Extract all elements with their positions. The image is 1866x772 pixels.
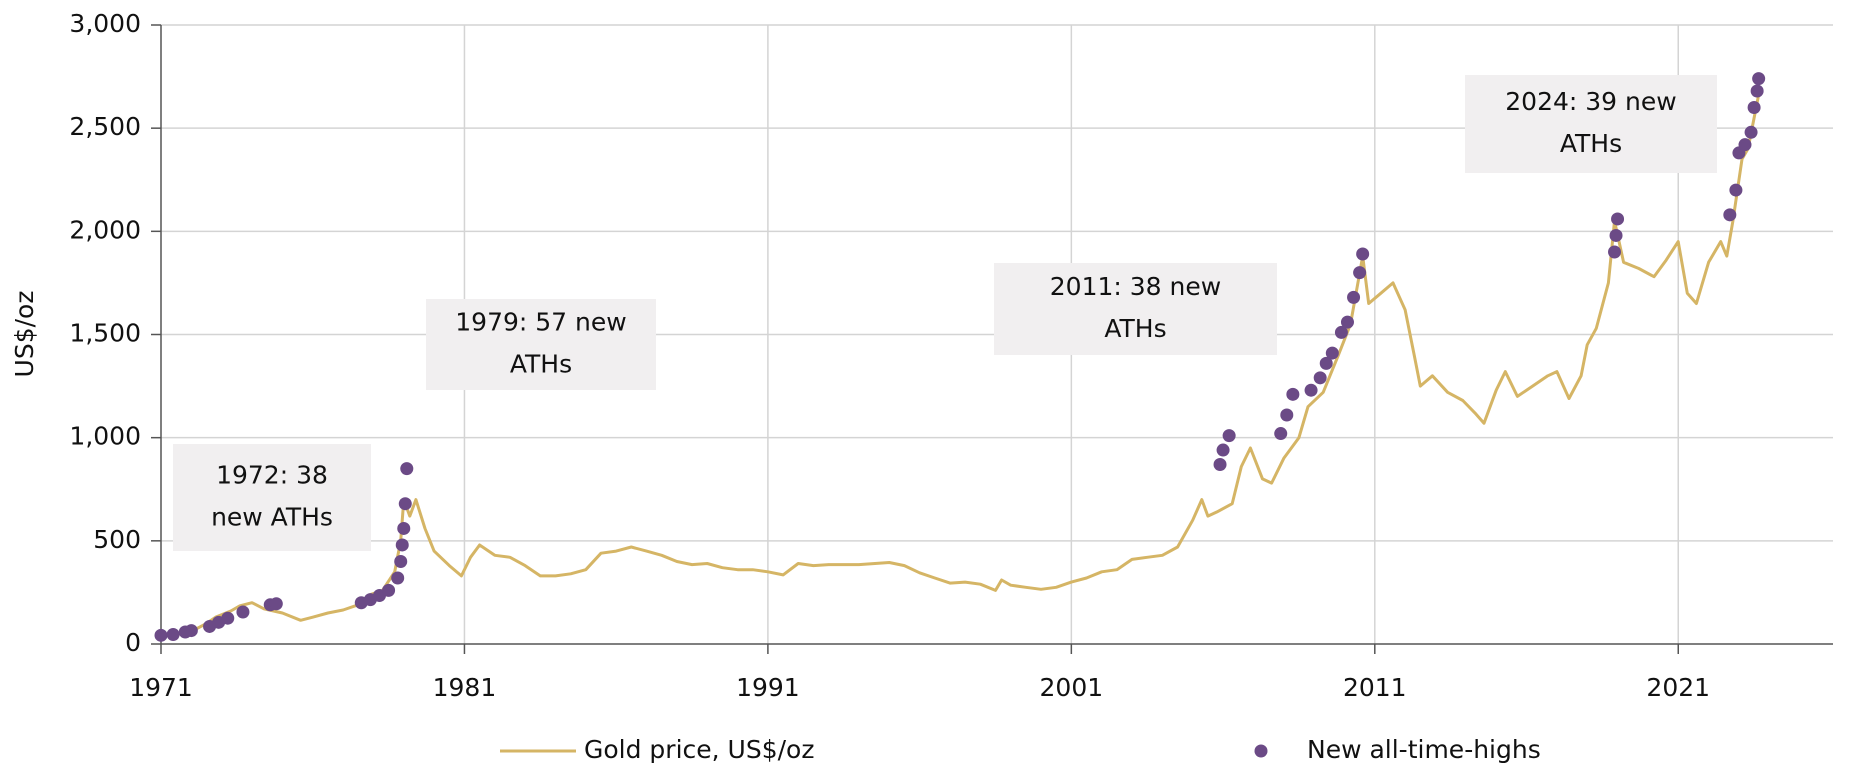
ath-point <box>400 462 414 476</box>
ath-point <box>398 497 412 511</box>
ath-point <box>391 571 405 585</box>
ath-point <box>395 538 409 552</box>
ath-point <box>1752 72 1766 86</box>
ath-point <box>1325 346 1339 360</box>
y-tick-label: 0 <box>125 628 141 657</box>
ath-point <box>1347 290 1361 304</box>
annotation-text: ATHs <box>1104 314 1166 343</box>
ath-point <box>1729 183 1743 197</box>
ath-point <box>1723 208 1737 222</box>
price-line <box>160 86 1762 638</box>
ath-point <box>1744 125 1758 139</box>
x-tick-label: 1981 <box>433 673 497 702</box>
y-tick-label: 1,500 <box>69 319 141 348</box>
ath-point <box>1319 356 1333 370</box>
ath-point <box>1356 247 1370 261</box>
y-tick-label: 500 <box>93 525 141 554</box>
annotation-text: ATHs <box>510 350 572 379</box>
ath-point <box>394 554 408 568</box>
ath-point <box>184 624 198 638</box>
annotation-box <box>173 444 371 551</box>
ath-point <box>1304 383 1318 397</box>
ath-point <box>382 583 396 597</box>
ath-point <box>1286 387 1300 401</box>
y-tick-label: 1,000 <box>69 422 141 451</box>
annotation-text: ATHs <box>1560 129 1622 158</box>
annotation-box <box>426 299 656 390</box>
x-tick-label: 2001 <box>1040 673 1104 702</box>
legend-label: New all-time-highs <box>1307 735 1541 764</box>
annotation: 2024: 39 new ATHs <box>1465 75 1717 173</box>
annotation-box <box>1465 75 1717 173</box>
annotation: 1979: 57 new ATHs <box>426 299 656 390</box>
y-tick-label: 3,000 <box>69 9 141 38</box>
ath-point <box>1609 228 1623 242</box>
annotation-text: 2011: 38 new <box>1050 272 1221 301</box>
ath-point <box>1611 212 1625 226</box>
ath-point <box>1274 427 1288 441</box>
ath-point <box>1216 443 1230 457</box>
annotation-box <box>994 263 1277 355</box>
y-axis-label: US$/oz <box>10 291 39 378</box>
ath-point <box>1750 84 1764 98</box>
x-tick-label: 2011 <box>1343 673 1407 702</box>
ath-point <box>154 628 168 642</box>
x-tick-label: 2021 <box>1646 673 1710 702</box>
legend-marker <box>1254 744 1268 758</box>
ath-point <box>397 521 411 535</box>
ath-point <box>236 605 250 619</box>
ath-point <box>1280 408 1294 422</box>
ath-point <box>221 611 235 625</box>
ath-point <box>1747 101 1761 115</box>
annotation-text: 1972: 38 <box>216 461 328 490</box>
ath-point <box>1340 315 1354 329</box>
annotation-text: 2024: 39 new <box>1505 87 1676 116</box>
annotation-text: 1979: 57 new <box>455 308 626 337</box>
ath-point <box>1222 429 1236 443</box>
ath-point <box>1213 457 1227 471</box>
ath-point <box>1313 371 1327 385</box>
ath-point <box>1334 325 1348 339</box>
x-tick-label: 1971 <box>129 673 193 702</box>
annotation: 1972: 38 new ATHs <box>173 444 371 551</box>
ath-point <box>1608 245 1622 259</box>
x-tick-label: 1991 <box>736 673 800 702</box>
ath-point <box>1738 138 1752 152</box>
legend-label: Gold price, US$/oz <box>584 735 814 764</box>
ath-point <box>1353 266 1367 280</box>
annotation-text: new ATHs <box>211 503 333 532</box>
y-tick-label: 2,500 <box>69 112 141 141</box>
annotation: 2011: 38 new ATHs <box>994 263 1277 355</box>
ath-point <box>269 597 283 611</box>
ath-point <box>166 628 180 642</box>
y-tick-label: 2,000 <box>69 215 141 244</box>
